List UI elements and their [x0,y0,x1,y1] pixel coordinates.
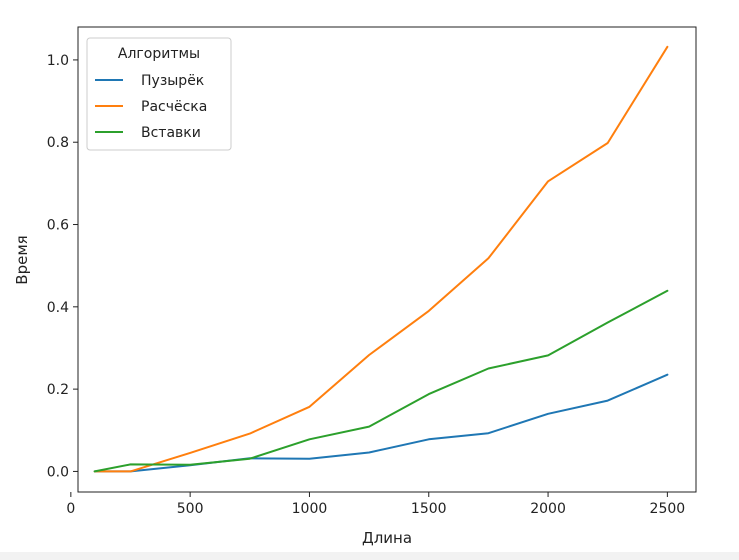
legend: Алгоритмы Пузырёк Расчёска Вставки [86,37,232,151]
x-tick-label: 1500 [411,501,447,517]
y-tick-label: 0.4 [47,300,69,316]
series-line-0 [93,373,669,473]
y-tick-label: 0.0 [47,464,69,480]
y-tick-label: 1.0 [47,53,69,69]
x-tick-label: 1000 [292,501,328,517]
series-line-1 [93,45,669,473]
y-tick-label: 0.6 [47,218,69,234]
legend-box [86,37,232,151]
plot-frame [77,26,697,493]
x-axis: 0 500 1000 1500 2000 2500 [66,492,685,517]
x-tick-label: 500 [177,501,204,517]
y-tick-label: 0.8 [47,135,69,151]
y-axis-label: Время [13,235,31,284]
x-tick-label: 2000 [530,501,566,517]
x-axis-label: Длина [362,529,412,547]
y-tick-label: 0.2 [47,382,69,398]
x-tick-label: 2500 [650,501,686,517]
legend-title: Алгоритмы [118,46,200,62]
series-line-2 [93,289,669,473]
legend-label-0: Пузырёк [141,73,204,89]
bottom-strip [0,552,739,560]
y-axis: 0.0 0.2 0.4 0.6 0.8 1.0 [47,53,78,480]
legend-label-2: Вставки [141,125,201,141]
series-lines [93,45,669,473]
x-tick-label: 0 [66,501,75,517]
legend-label-1: Расчёска [141,99,207,115]
